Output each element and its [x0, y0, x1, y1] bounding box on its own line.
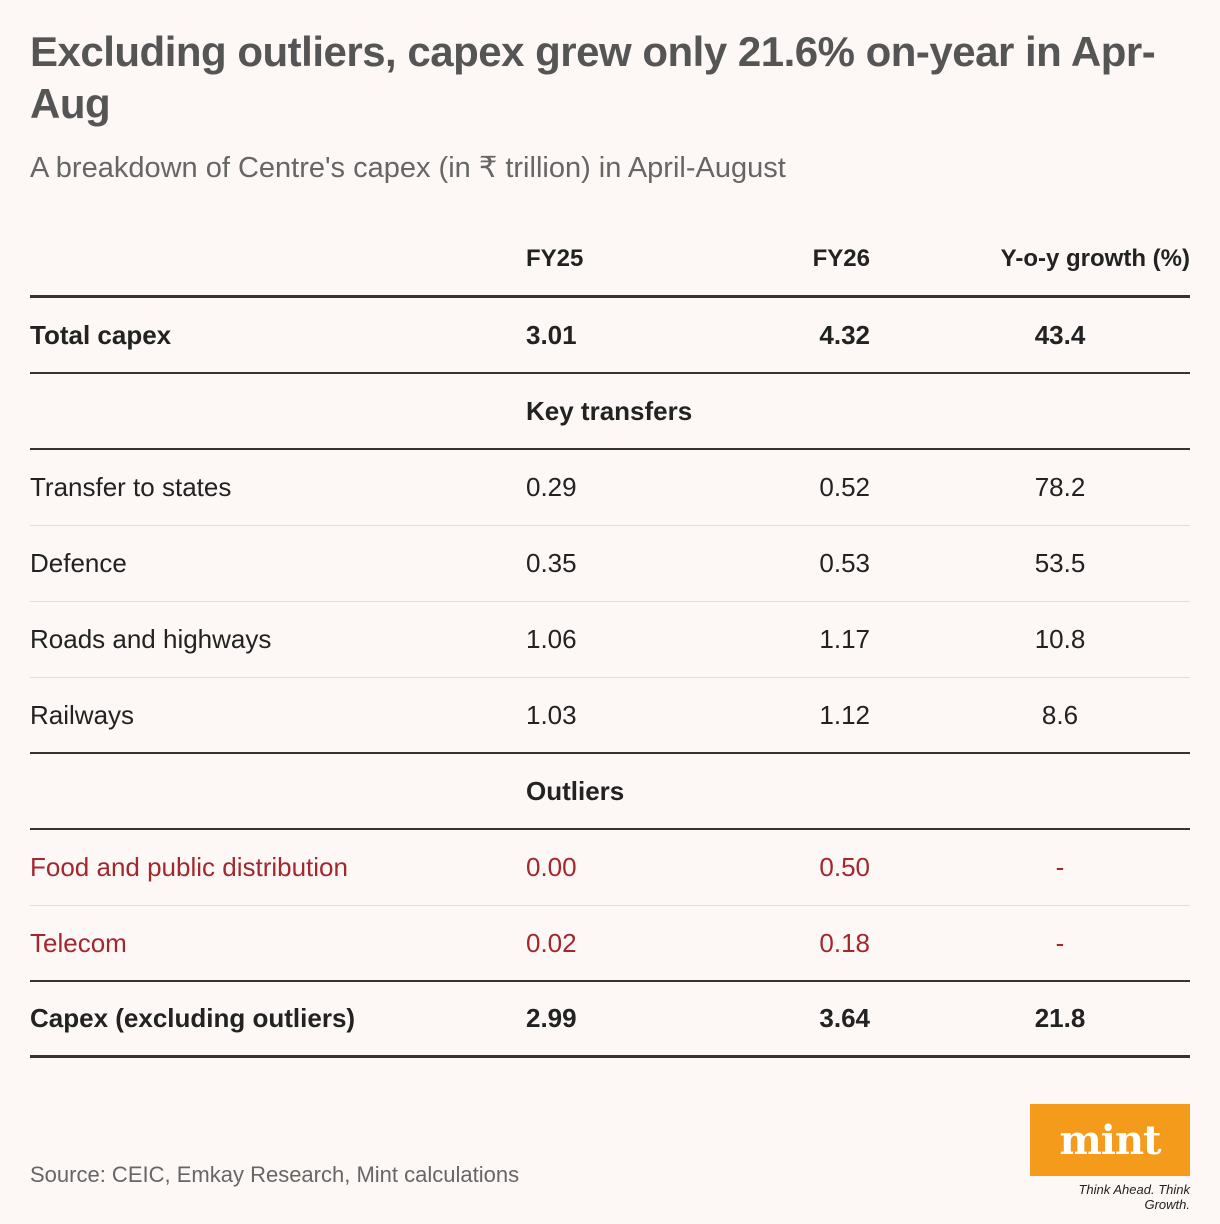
capex-table: FY25 FY26 Y-o-y growth (%) Total capex 3.… [30, 222, 1190, 1058]
column-header-growth: Y-o-y growth (%) [1000, 244, 1190, 272]
row-label: Roads and highways [30, 624, 272, 654]
table-row: Defence 0.35 0.53 53.5 [30, 526, 1190, 602]
table-row: Telecom 0.02 0.18 - [30, 906, 1190, 982]
row-label: Total capex [30, 319, 172, 350]
section-row: Outliers [30, 754, 1190, 830]
row-value-fy26: 0.50 [819, 852, 870, 882]
mint-logo-word: mint [1059, 1116, 1161, 1164]
row-label: Capex (excluding outliers) [30, 1003, 356, 1033]
chart-title: Excluding outliers, capex grew only 21.6… [30, 28, 1156, 127]
mint-logo: mint [1030, 1104, 1190, 1176]
row-value-growth: 10.8 [1034, 624, 1086, 654]
row-value-growth: - [1055, 927, 1065, 958]
row-value-fy26: 1.17 [819, 624, 870, 654]
row-value-growth: 43.4 [1034, 319, 1086, 350]
row-value-fy25: 1.03 [526, 699, 577, 730]
chart-subtitle: A breakdown of Centre's capex (in ₹ tril… [30, 152, 786, 184]
row-label: Railways [30, 699, 135, 730]
section-label: Outliers [526, 775, 625, 806]
row-value-fy25: 0.35 [526, 548, 577, 578]
row-value-fy26: 3.64 [819, 1003, 870, 1033]
column-header-fy25: FY25 [526, 244, 584, 272]
row-value-fy25: 0.00 [526, 852, 577, 882]
row-value-fy25: 3.01 [526, 319, 577, 350]
table-row: Transfer to states 0.29 0.52 78.2 [30, 450, 1190, 526]
table-body: Total capex 3.01 4.32 43.4 Key transfers Tran… [30, 298, 1190, 1058]
row-value-growth: 78.2 [1034, 472, 1086, 502]
table-row: Roads and highways 1.06 1.17 10.8 [30, 602, 1190, 678]
row-value-growth: 53.5 [1034, 548, 1086, 578]
table-row: Railways 1.03 1.12 8.6 [30, 678, 1190, 754]
row-value-fy26: 4.32 [819, 319, 870, 350]
section-row: Key transfers [30, 374, 1190, 450]
row-value-fy25: 0.02 [526, 927, 577, 958]
row-value-growth: - [1055, 852, 1065, 882]
row-label: Defence [30, 548, 127, 578]
source-note: Source: CEIC, Emkay Research, Mint calcu… [30, 1162, 520, 1187]
table-header-row: FY25 FY26 Y-o-y growth (%) [30, 222, 1190, 298]
mint-tagline: Think Ahead. Think Growth. [1078, 1182, 1190, 1212]
column-header-fy26: FY26 [812, 244, 870, 272]
row-value-fy25: 2.99 [526, 1003, 577, 1033]
row-value-fy25: 1.06 [526, 624, 577, 654]
row-value-fy26: 0.52 [819, 472, 870, 502]
row-label: Transfer to states [30, 472, 232, 502]
row-value-fy26: 1.12 [819, 699, 870, 730]
row-value-fy26: 0.18 [819, 927, 870, 958]
row-value-fy25: 0.29 [526, 472, 577, 502]
section-label: Key transfers [526, 395, 693, 426]
table-row: Food and public distribution 0.00 0.50 - [30, 830, 1190, 906]
row-label: Telecom [30, 927, 127, 958]
row-label: Food and public distribution [30, 852, 348, 882]
row-value-growth: 21.8 [1034, 1003, 1086, 1033]
row-value-fy26: 0.53 [819, 548, 870, 578]
table-row: Capex (excluding outliers) 2.99 3.64 21.8 [30, 982, 1190, 1058]
table-row: Total capex 3.01 4.32 43.4 [30, 298, 1190, 374]
row-value-growth: 8.6 [1041, 699, 1079, 730]
